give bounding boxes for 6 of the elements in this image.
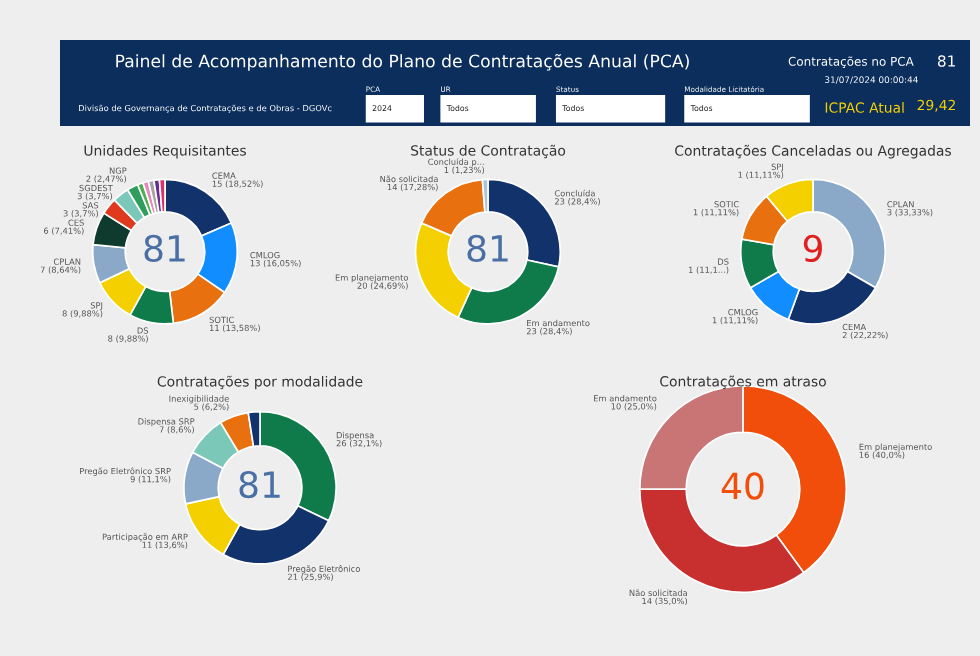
text: Painel de Acompanhamento do Plano de Contratações Anual (PCA) <box>116 53 689 71</box>
text: 40 <box>721 472 764 500</box>
text: 9 <box>803 234 822 263</box>
text: 81 <box>467 234 508 263</box>
text: 81 <box>144 234 185 263</box>
text: 81 <box>239 470 280 499</box>
